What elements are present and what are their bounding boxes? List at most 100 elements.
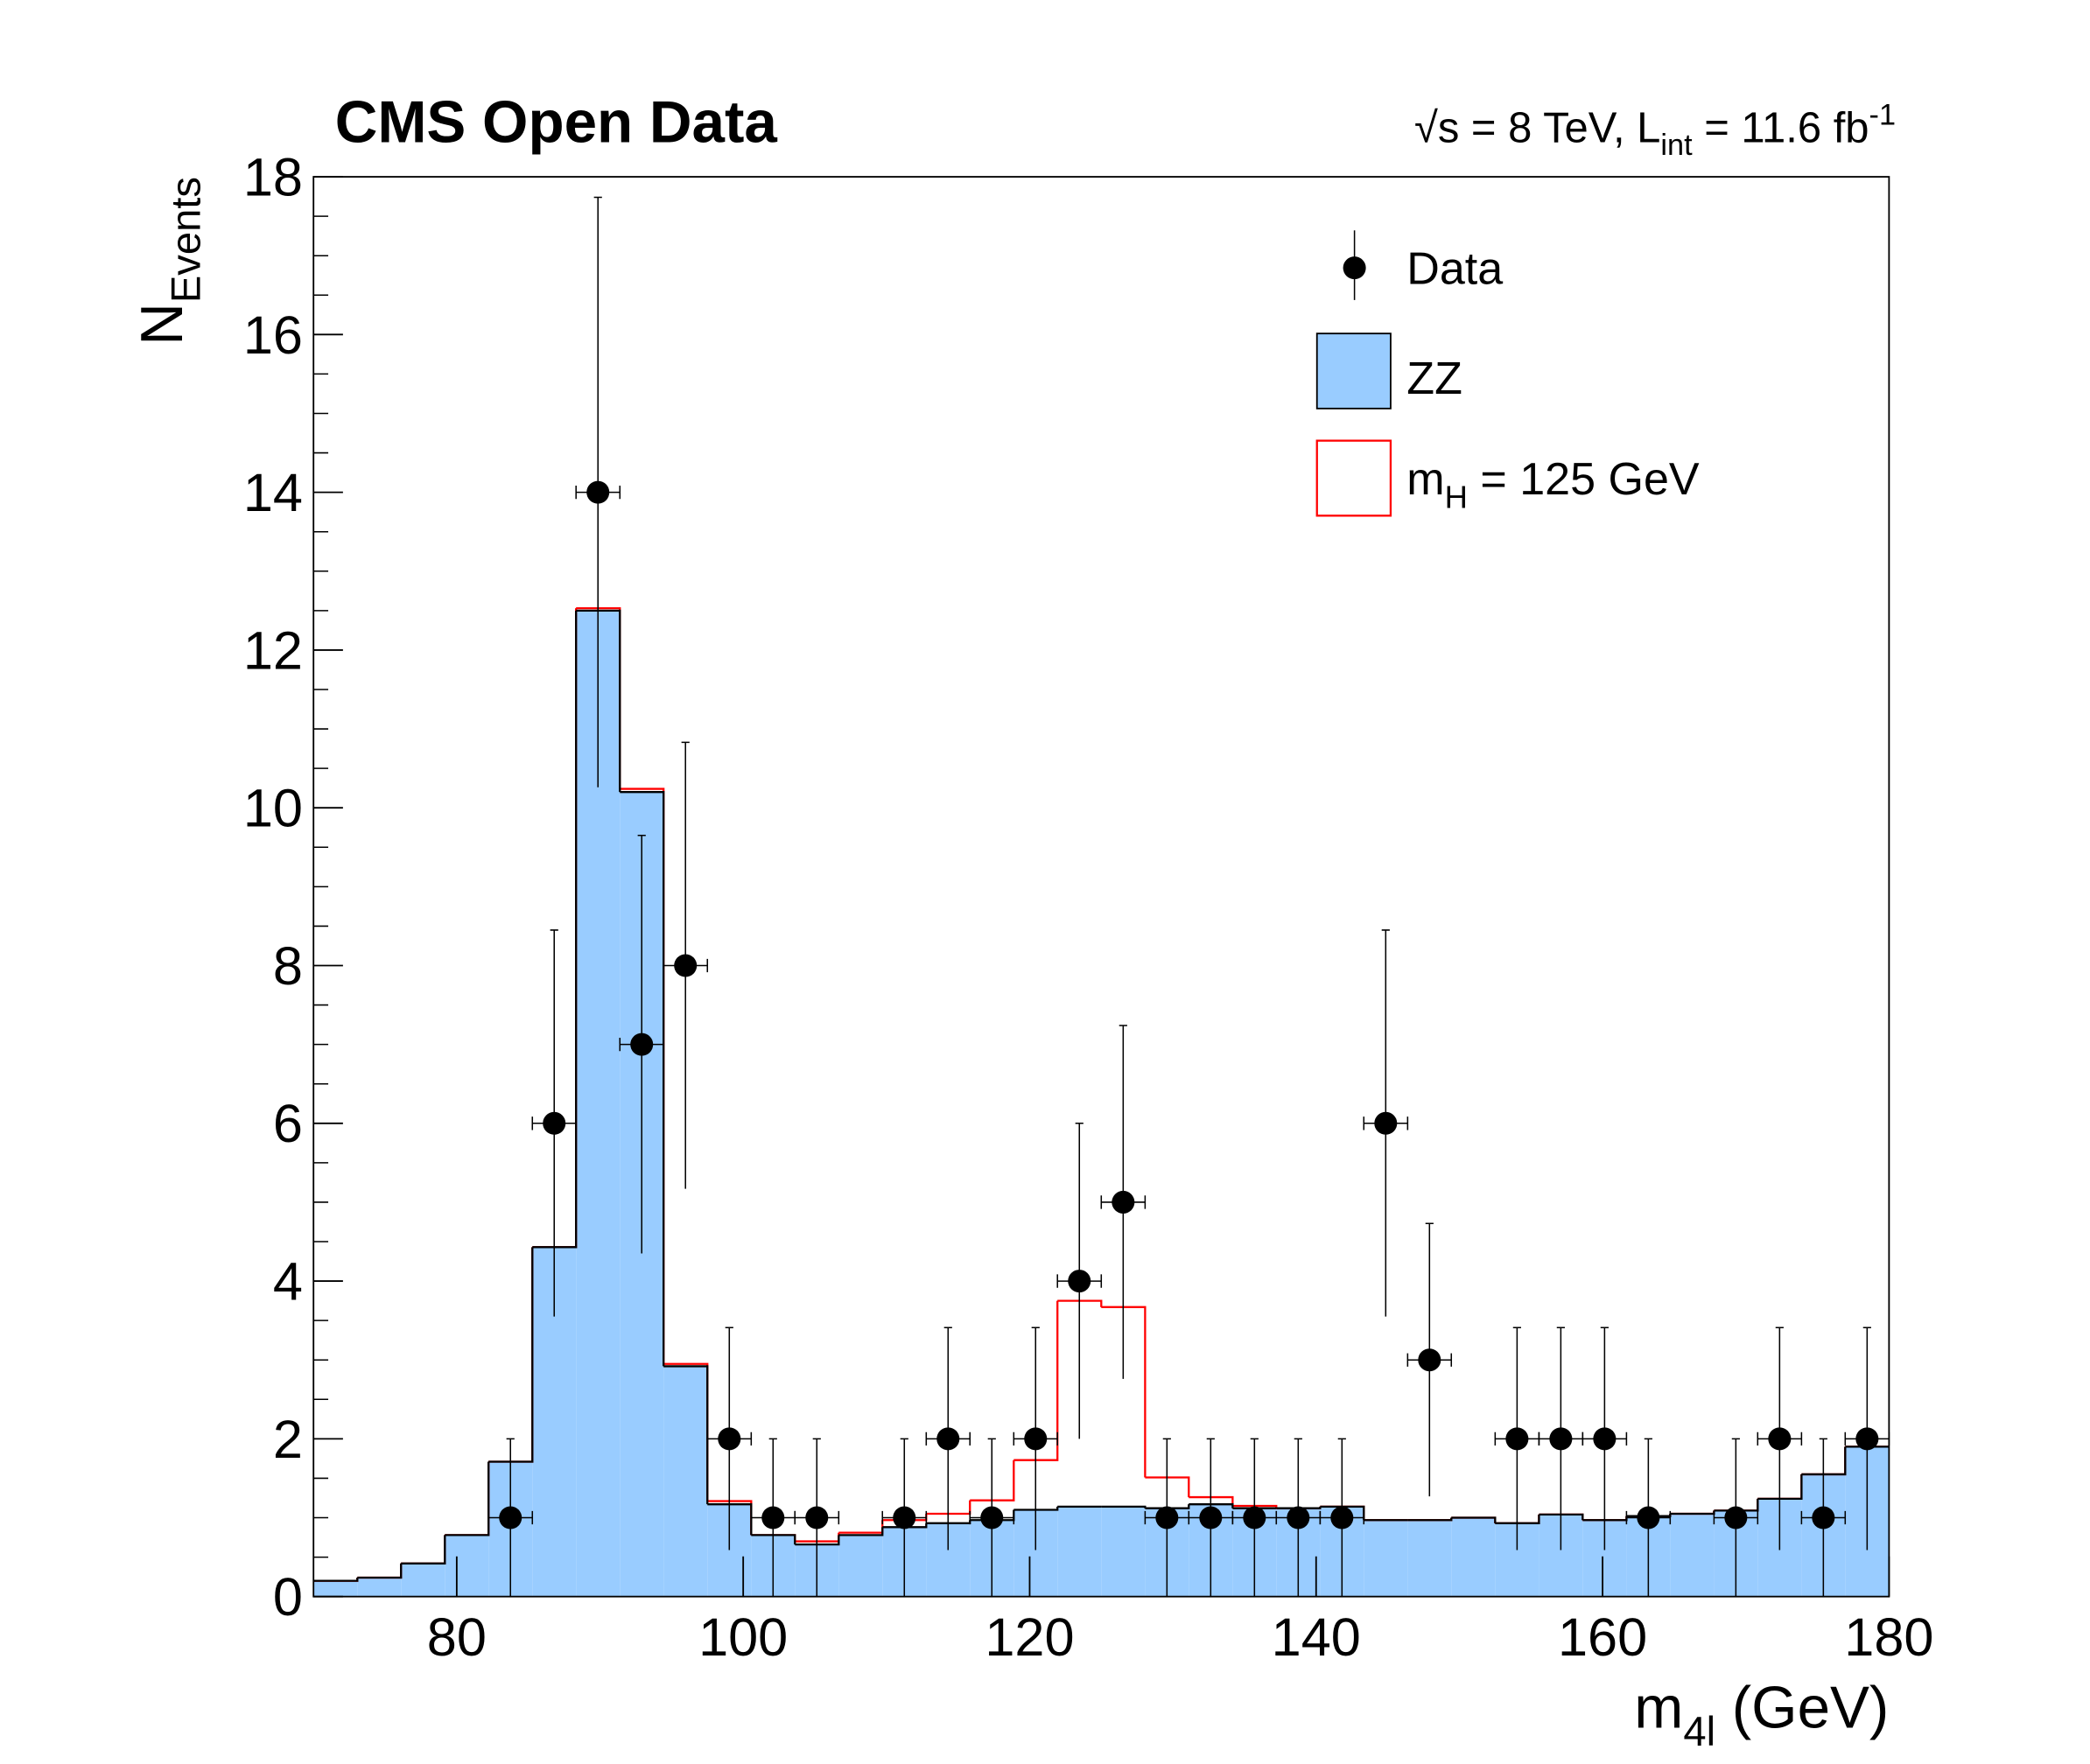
annotation-part: = 11.6 fb — [1693, 104, 1869, 151]
data-point — [1724, 1506, 1748, 1530]
data-point — [586, 480, 610, 504]
bar — [1670, 1514, 1715, 1597]
bar — [357, 1578, 402, 1597]
data-point — [1287, 1506, 1310, 1530]
data-point — [718, 1427, 741, 1451]
legend-swatch — [1315, 439, 1392, 517]
legend-label-part: ZZ — [1406, 354, 1462, 404]
data-point — [805, 1506, 829, 1530]
bar-outline — [663, 1365, 709, 1505]
signal-step — [1145, 1476, 1190, 1498]
bar-outline — [1276, 1506, 1322, 1509]
bar — [1451, 1517, 1496, 1597]
bar-outline — [1495, 1514, 1540, 1524]
bar-outline — [882, 1522, 928, 1529]
chart-title: CMS Open Data — [335, 89, 778, 155]
data-point — [1243, 1506, 1266, 1530]
bar-outline — [838, 1527, 884, 1536]
data-point — [980, 1506, 1004, 1530]
data-point — [1812, 1506, 1835, 1530]
bar — [1101, 1506, 1146, 1597]
bar-outline — [1757, 1474, 1803, 1501]
y-tick-label: 2 — [273, 1410, 303, 1469]
bar-outline — [1145, 1504, 1190, 1509]
bar — [1057, 1506, 1102, 1597]
y-tick-label: 12 — [243, 620, 303, 680]
legend-label: ZZ — [1406, 354, 1462, 404]
data-point — [1768, 1427, 1792, 1451]
annotation: √s = 8 TeV, Lint = 11.6 fb-1 — [1414, 99, 1896, 162]
y-tick-label: 0 — [273, 1567, 303, 1627]
signal-step — [1013, 1300, 1059, 1461]
bar — [663, 1366, 708, 1597]
x-axis-label-part: m — [1634, 1676, 1683, 1741]
bar — [838, 1535, 883, 1597]
x-axis-label-part: (GeV) — [1715, 1676, 1889, 1741]
bar-outline — [357, 1563, 403, 1579]
bar-outline — [445, 1461, 490, 1536]
bar — [1364, 1520, 1408, 1597]
data-point — [499, 1506, 522, 1530]
data-point — [630, 1032, 654, 1056]
x-axis-label-part: 4l — [1683, 1708, 1715, 1754]
x-tick-label: 120 — [985, 1607, 1074, 1667]
bar-outline — [532, 610, 578, 1249]
legend-marker — [1343, 256, 1366, 280]
bar-outline — [707, 1503, 753, 1536]
annotation-part: int — [1660, 129, 1693, 162]
y-axis-label: NEvents — [130, 177, 208, 346]
bar — [1407, 1520, 1452, 1597]
signal-step — [1189, 1495, 1234, 1506]
bar-outline — [751, 1534, 796, 1545]
y-tick-label: 4 — [273, 1252, 303, 1312]
signal-step — [1101, 1306, 1147, 1478]
bar-outline — [1013, 1506, 1059, 1511]
x-tick-label: 80 — [427, 1607, 487, 1667]
data-point — [674, 954, 698, 977]
y-tick-label: 6 — [273, 1094, 303, 1153]
bar-outline — [1451, 1516, 1497, 1523]
annotation-part: -1 — [1869, 99, 1896, 132]
y-tick-label: 8 — [273, 936, 303, 996]
data-point — [1112, 1190, 1135, 1214]
signal-step — [970, 1460, 1015, 1502]
bar-outline — [1539, 1513, 1584, 1521]
bar — [313, 1580, 358, 1597]
data-point — [893, 1506, 916, 1530]
bar-outline — [1189, 1503, 1234, 1508]
legend-label-part: m — [1406, 454, 1444, 505]
data-point — [1024, 1427, 1048, 1451]
bar-outline — [488, 1247, 534, 1463]
bar — [401, 1563, 445, 1597]
data-point — [1549, 1427, 1573, 1451]
x-axis-label: m4l (GeV) — [1634, 1676, 1889, 1754]
bar-outline — [795, 1535, 840, 1546]
x-tick-label: 160 — [1558, 1607, 1647, 1667]
legend-label: Data — [1406, 244, 1503, 295]
annotation-part: √s = 8 TeV, L — [1414, 104, 1660, 151]
x-tick-label: 100 — [698, 1607, 788, 1667]
data-point — [761, 1506, 785, 1530]
data-point — [1155, 1506, 1179, 1530]
y-axis-label-part: Events — [162, 177, 208, 303]
bar-outline — [1801, 1446, 1847, 1476]
legend-label-part: H — [1445, 479, 1468, 514]
data-point — [1418, 1348, 1441, 1372]
data-point — [1593, 1427, 1617, 1451]
data-point — [936, 1427, 960, 1451]
legend-label-part: = 125 GeV — [1468, 454, 1700, 505]
y-tick-label: 16 — [243, 305, 303, 365]
bar-outline — [576, 609, 621, 793]
bar-outline — [313, 1578, 359, 1582]
bar — [445, 1535, 489, 1597]
data-point — [1330, 1506, 1354, 1530]
bar-outline — [401, 1535, 446, 1564]
y-axis-label-part: N — [130, 303, 195, 346]
x-tick-label: 140 — [1272, 1607, 1361, 1667]
y-tick-label: 18 — [243, 147, 303, 206]
signal-step — [1057, 1299, 1103, 1307]
legend-label: mH = 125 GeV — [1406, 454, 1700, 515]
data-point — [1637, 1506, 1660, 1530]
